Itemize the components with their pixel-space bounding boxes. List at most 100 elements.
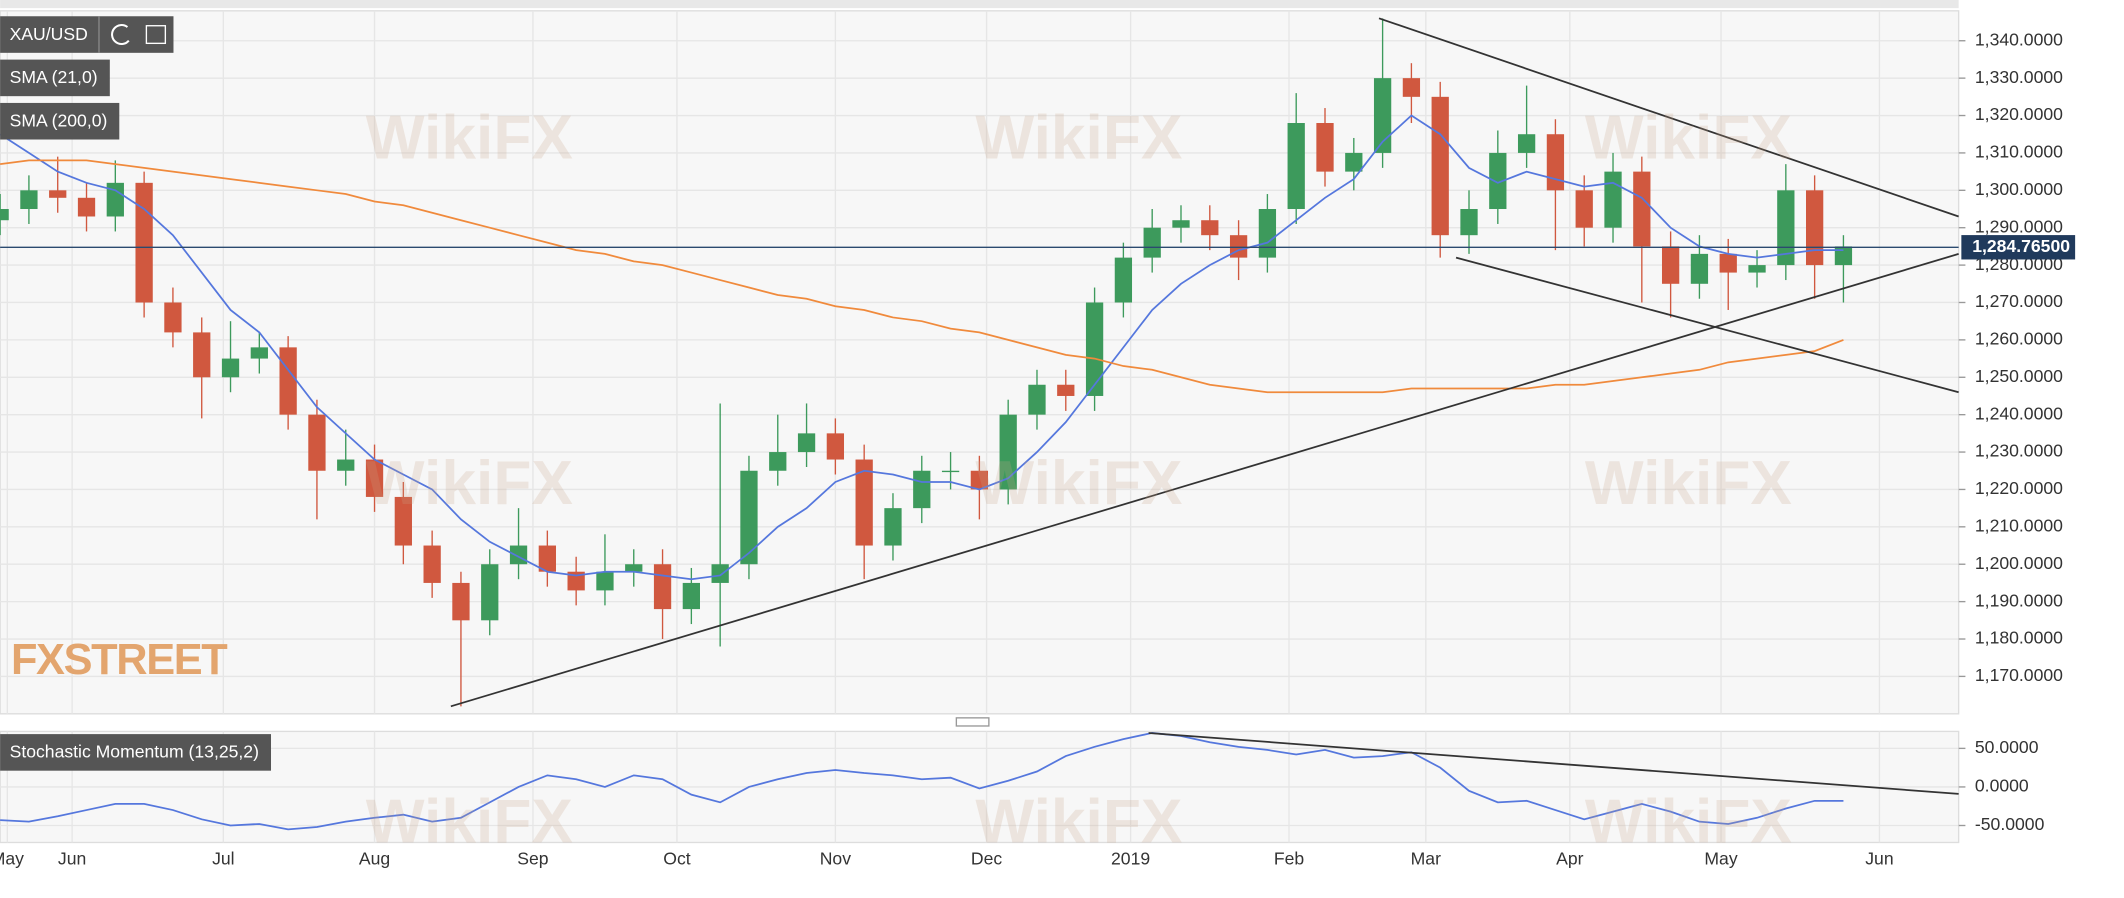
x-tick-label: Oct xyxy=(663,849,690,869)
y-tick-label: 1,200.0000 xyxy=(1975,553,2063,573)
candle-body xyxy=(509,545,528,565)
moving-average xyxy=(0,114,1844,581)
candle-body xyxy=(1777,190,1795,266)
x-tick-label: 2019 xyxy=(1111,849,1150,869)
y-tick-label: 1,320.0000 xyxy=(1975,104,2063,124)
x-tick-label: Feb xyxy=(1274,849,1305,869)
moving-average xyxy=(0,159,1844,394)
candle-body xyxy=(1143,227,1161,258)
candle-body xyxy=(337,459,355,471)
candle-body xyxy=(1431,96,1449,236)
candle-body xyxy=(567,571,585,591)
watermark: WikiFX xyxy=(1585,449,1792,518)
candle-body xyxy=(913,470,931,509)
candle-body xyxy=(164,302,182,333)
candle-body xyxy=(1345,152,1363,172)
legend-box xyxy=(0,102,120,140)
candle-body xyxy=(1460,209,1478,236)
x-tick-label: Jun xyxy=(1865,849,1893,869)
watermark: WikiFX xyxy=(1585,788,1792,857)
trendline xyxy=(1378,17,1959,218)
candle-body xyxy=(0,209,9,221)
y-tick-label: 1,250.0000 xyxy=(1975,366,2063,386)
trendline xyxy=(450,253,1959,708)
candle-body xyxy=(1517,134,1536,153)
y-tick-label: 1,290.0000 xyxy=(1975,216,2063,236)
candle-body xyxy=(1402,78,1421,97)
candle-body xyxy=(365,459,384,497)
candle-body xyxy=(769,452,787,471)
candle-body xyxy=(1575,190,1593,228)
candle-body xyxy=(1546,134,1565,191)
candle-body xyxy=(481,564,499,621)
candle-body xyxy=(653,564,672,610)
candle-body xyxy=(1057,384,1075,396)
watermark: WikiFX xyxy=(1585,104,1792,173)
candle-body xyxy=(20,190,38,210)
candle-body xyxy=(1690,253,1709,284)
y-tick-label: 1,260.0000 xyxy=(1975,329,2063,349)
candle-body xyxy=(1172,220,1190,228)
candle-body xyxy=(740,470,758,565)
y-tick-label: 1,300.0000 xyxy=(1975,179,2063,199)
candle-body xyxy=(941,470,960,473)
candle-body xyxy=(308,414,326,471)
candle-body xyxy=(999,414,1017,490)
watermark: WikiFX xyxy=(975,788,1182,857)
y-tick-label: 1,180.0000 xyxy=(1975,628,2063,648)
trendline xyxy=(1455,256,1959,394)
candle-body xyxy=(250,347,268,359)
toolbar-strip xyxy=(0,0,1959,9)
watermark: WikiFX xyxy=(975,449,1182,518)
candle-body xyxy=(1748,265,1766,273)
pane-resize-handle[interactable] xyxy=(955,717,990,727)
candle-body xyxy=(452,582,470,621)
x-tick-label: May xyxy=(0,849,24,869)
y-tick-label: 1,240.0000 xyxy=(1975,403,2063,423)
x-tick-label: Dec xyxy=(971,849,1002,869)
candle-body xyxy=(1201,220,1219,236)
price-pane xyxy=(0,10,1960,715)
candle-body xyxy=(279,347,297,415)
candle-body xyxy=(1316,123,1334,172)
x-tick-label: Aug xyxy=(359,849,390,869)
candle-body xyxy=(423,545,441,583)
candle-body xyxy=(826,433,845,460)
candle-body xyxy=(1719,253,1737,273)
candle-body xyxy=(77,197,96,217)
candle-body xyxy=(1834,246,1853,266)
candle-body xyxy=(1373,78,1392,153)
legend-entry: SMA (21,0) xyxy=(10,67,98,87)
y-tick-label: -50.0000 xyxy=(1975,814,2045,834)
y-tick-label: 0.0000 xyxy=(1975,776,2029,796)
y-tick-label: 1,210.0000 xyxy=(1975,515,2063,535)
overlay: WikiFX WikiFX WikiFX WikiFX WikiFX WikiF… xyxy=(0,16,2076,869)
y-tick-label: 50.0000 xyxy=(1975,737,2039,757)
x-tick-label: Nov xyxy=(820,849,851,869)
candle-body xyxy=(1805,190,1824,266)
watermark: WikiFX xyxy=(366,449,573,518)
refresh-icon[interactable] xyxy=(111,24,130,45)
calendar-icon[interactable] xyxy=(145,25,167,45)
candle-body xyxy=(1114,257,1133,303)
indicator-line xyxy=(0,732,1844,831)
candle-body xyxy=(538,545,556,572)
candle-body xyxy=(106,182,124,217)
indicator-name: Stochastic Momentum (13,25,2) xyxy=(10,742,259,762)
x-tick-label: Mar xyxy=(1411,849,1441,869)
legend-box xyxy=(0,16,174,53)
candle-body xyxy=(1661,246,1680,284)
watermark: WikiFX xyxy=(366,788,573,857)
candle-body xyxy=(970,470,989,490)
indicator-trendline xyxy=(1148,732,1959,795)
legend-entry: SMA (200,0) xyxy=(10,111,108,131)
y-tick-label: 1,190.0000 xyxy=(1975,590,2063,610)
candle-body xyxy=(221,358,240,378)
logo: FXSTREET xyxy=(11,636,227,684)
watermark: WikiFX xyxy=(975,104,1182,173)
candle-body xyxy=(596,571,614,591)
y-tick-label: 1,340.0000 xyxy=(1975,29,2063,49)
candle-body xyxy=(884,508,902,546)
candle-body xyxy=(1633,171,1651,247)
